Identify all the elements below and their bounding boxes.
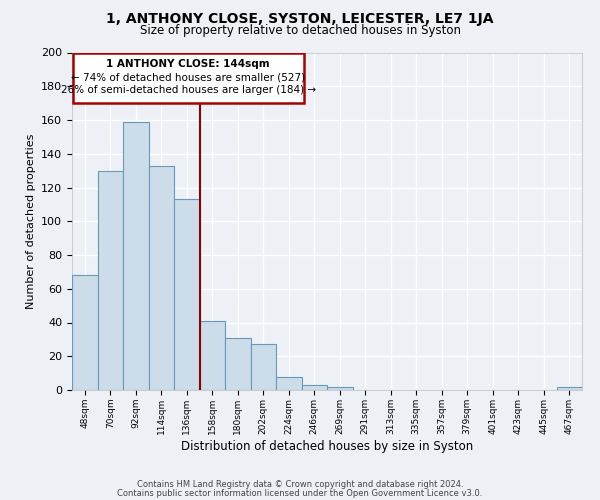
Bar [302, 385, 327, 390]
Bar [72, 275, 97, 390]
Bar [174, 200, 199, 390]
Text: Contains public sector information licensed under the Open Government Licence v3: Contains public sector information licen… [118, 489, 482, 498]
Text: Contains HM Land Registry data © Crown copyright and database right 2024.: Contains HM Land Registry data © Crown c… [137, 480, 463, 489]
Bar [149, 166, 174, 390]
Bar [557, 386, 582, 390]
Bar [276, 376, 302, 390]
Text: 26% of semi-detached houses are larger (184) →: 26% of semi-detached houses are larger (… [61, 84, 316, 94]
Bar [123, 122, 149, 390]
Text: 1, ANTHONY CLOSE, SYSTON, LEICESTER, LE7 1JA: 1, ANTHONY CLOSE, SYSTON, LEICESTER, LE7… [106, 12, 494, 26]
Text: 1 ANTHONY CLOSE: 144sqm: 1 ANTHONY CLOSE: 144sqm [106, 59, 270, 69]
Text: ← 74% of detached houses are smaller (527): ← 74% of detached houses are smaller (52… [71, 72, 305, 83]
X-axis label: Distribution of detached houses by size in Syston: Distribution of detached houses by size … [181, 440, 473, 452]
Y-axis label: Number of detached properties: Number of detached properties [26, 134, 35, 309]
Bar [327, 386, 353, 390]
Bar [225, 338, 251, 390]
Text: Size of property relative to detached houses in Syston: Size of property relative to detached ho… [139, 24, 461, 37]
Bar [251, 344, 276, 390]
Bar [97, 170, 123, 390]
Bar [73, 52, 304, 103]
Bar [199, 321, 225, 390]
